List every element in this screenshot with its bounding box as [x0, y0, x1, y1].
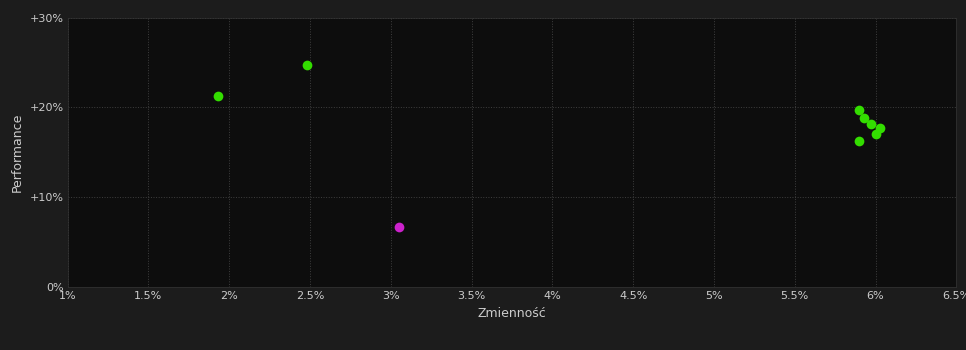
- Y-axis label: Performance: Performance: [11, 113, 24, 192]
- X-axis label: Zmienność: Zmienność: [477, 307, 547, 320]
- Point: [211, 93, 226, 98]
- Point: [867, 132, 883, 137]
- Point: [872, 125, 888, 131]
- Point: [857, 115, 872, 121]
- Point: [299, 62, 315, 68]
- Point: [391, 224, 407, 230]
- Point: [852, 138, 867, 144]
- Point: [863, 121, 878, 126]
- Point: [852, 107, 867, 113]
